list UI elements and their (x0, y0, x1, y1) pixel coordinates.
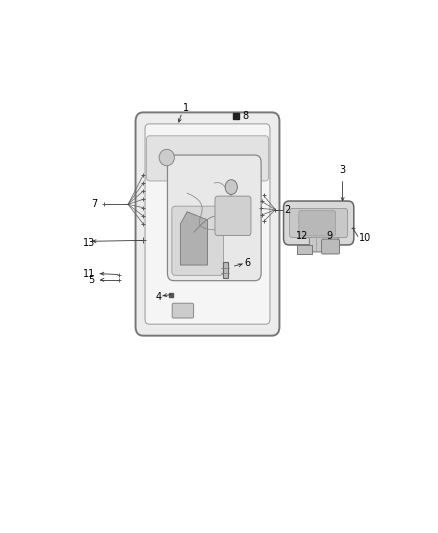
Ellipse shape (159, 149, 174, 166)
FancyBboxPatch shape (145, 124, 270, 324)
Text: 5: 5 (88, 275, 95, 285)
Text: 9: 9 (326, 231, 332, 241)
FancyBboxPatch shape (309, 236, 338, 252)
FancyBboxPatch shape (290, 208, 348, 238)
Text: 13: 13 (83, 238, 95, 248)
Bar (297, 245, 312, 254)
Text: 10: 10 (359, 233, 371, 244)
FancyBboxPatch shape (172, 303, 194, 318)
Text: 6: 6 (244, 258, 250, 268)
Text: 1: 1 (184, 103, 190, 114)
FancyBboxPatch shape (146, 136, 268, 181)
Text: 8: 8 (243, 111, 249, 122)
Circle shape (225, 180, 237, 195)
Polygon shape (180, 212, 208, 265)
FancyBboxPatch shape (172, 206, 223, 276)
FancyBboxPatch shape (299, 211, 336, 236)
FancyBboxPatch shape (215, 196, 251, 236)
Text: 4: 4 (155, 292, 161, 302)
Text: 2: 2 (284, 205, 290, 215)
Bar (223, 262, 227, 278)
FancyBboxPatch shape (321, 239, 339, 254)
Text: 7: 7 (91, 199, 98, 209)
FancyBboxPatch shape (135, 112, 279, 336)
Text: 11: 11 (82, 269, 95, 279)
FancyBboxPatch shape (167, 155, 261, 281)
Text: 12: 12 (296, 230, 309, 240)
Text: 3: 3 (339, 165, 346, 175)
FancyBboxPatch shape (283, 201, 354, 245)
